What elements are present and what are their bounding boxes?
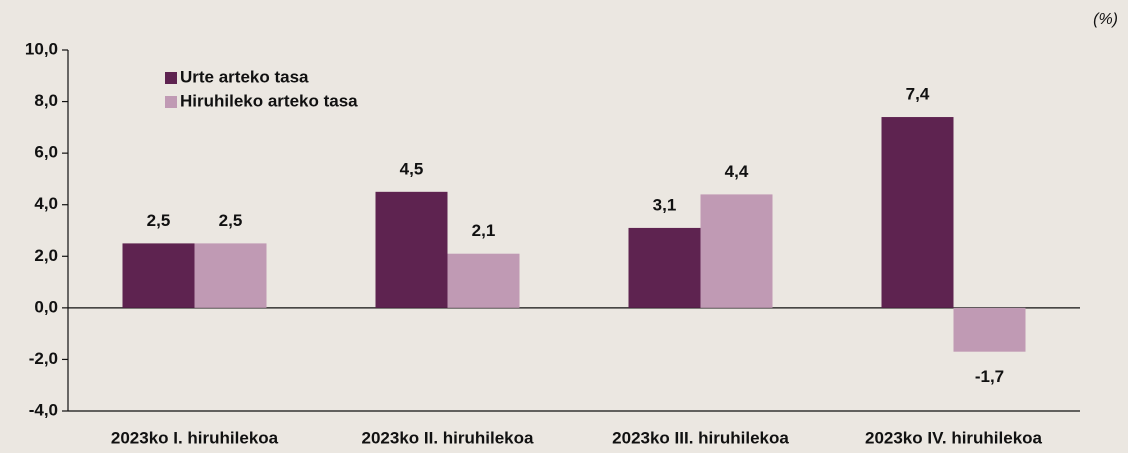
- unit-label: (%): [1093, 11, 1118, 28]
- x-tick-label: 2023ko III. hiruhilekoa: [612, 428, 789, 447]
- bar: [881, 117, 954, 308]
- y-tick-label: 0,0: [34, 297, 58, 316]
- x-tick-label: 2023ko I. hiruhilekoa: [111, 428, 279, 447]
- bar: [700, 194, 773, 308]
- y-tick-label: 10,0: [25, 39, 58, 58]
- value-label: 2,5: [147, 211, 171, 230]
- value-label: 2,5: [219, 211, 243, 230]
- bar: [194, 243, 267, 308]
- value-label: -1,7: [975, 367, 1004, 386]
- bar: [375, 191, 448, 308]
- value-label: 7,4: [906, 85, 930, 104]
- y-tick-label: 4,0: [34, 194, 58, 213]
- x-tick-label: 2023ko II. hiruhilekoa: [362, 428, 535, 447]
- bar: [122, 243, 195, 308]
- y-tick-label: 2,0: [34, 246, 58, 265]
- bar: [953, 307, 1026, 352]
- legend-swatch: [165, 96, 177, 108]
- x-tick-label: 2023ko IV. hiruhilekoa: [865, 428, 1043, 447]
- value-label: 2,1: [472, 221, 496, 240]
- y-tick-label: -2,0: [29, 349, 58, 368]
- y-tick-label: 8,0: [34, 91, 58, 110]
- bar: [628, 227, 701, 308]
- bar: [447, 253, 520, 308]
- legend-label: Hiruhileko arteko tasa: [180, 91, 358, 110]
- value-label: 3,1: [653, 195, 677, 214]
- y-tick-label: -4,0: [29, 400, 58, 419]
- y-tick-label: 6,0: [34, 143, 58, 162]
- legend-swatch: [165, 72, 177, 84]
- legend-label: Urte arteko tasa: [180, 67, 309, 86]
- value-label: 4,4: [725, 162, 749, 181]
- value-label: 4,5: [400, 159, 424, 178]
